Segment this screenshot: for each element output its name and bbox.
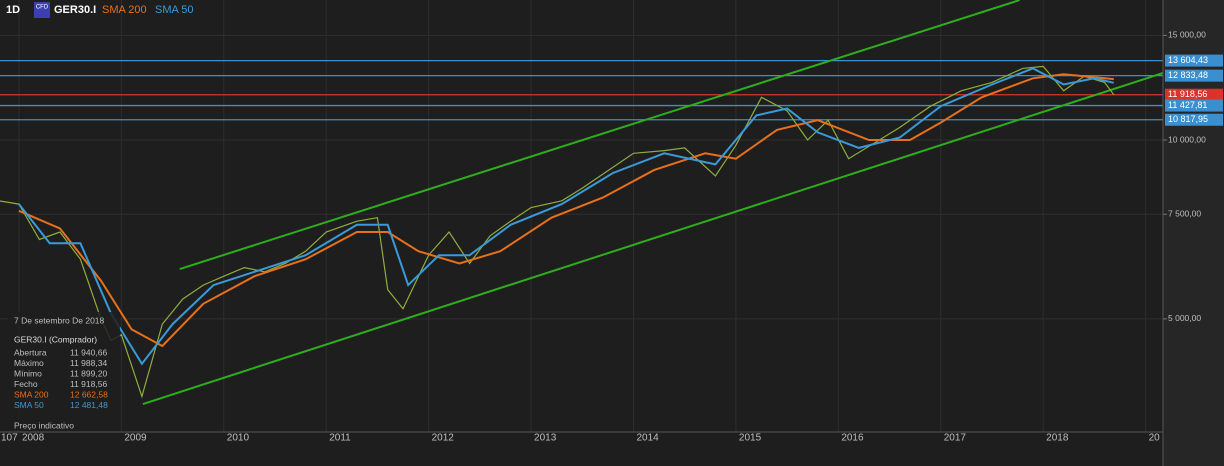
y-tick-label: 5 000,00 [1168, 313, 1201, 323]
info-label: SMA 50 [14, 400, 44, 410]
info-label: SMA 200 [14, 389, 49, 399]
level-label: 11 918,56 [1168, 89, 1207, 99]
x-tick-label: 2012 [432, 433, 455, 444]
info-panel: 7 De setembro De 2018 GER30.I (Comprador… [8, 312, 120, 430]
info-value: 11 899,20 [70, 368, 107, 378]
y-tick-label: 10 000,00 [1168, 134, 1206, 144]
info-date: 7 De setembro De 2018 [14, 315, 105, 325]
x-tick-label: 2009 [124, 433, 147, 444]
header: 1D CFD GER30.I SMA 200 SMA 50 [6, 2, 194, 18]
info-value: 11 918,56 [70, 379, 107, 389]
level-tag [1165, 88, 1223, 101]
level-tag [1165, 113, 1223, 126]
x-tick-label: 2016 [841, 433, 864, 444]
level-label: 10 817,95 [1168, 114, 1208, 124]
info-value: 11 988,34 [70, 358, 107, 368]
x-tick-label: 20 [1149, 433, 1161, 444]
interval: 1D [6, 4, 20, 16]
x-tick-label: 2015 [739, 433, 762, 444]
info-label: Máximo [14, 358, 44, 368]
x-tick-label: 2013 [534, 433, 557, 444]
info-label: Mínimo [14, 368, 42, 378]
info-label: Abertura [14, 347, 47, 357]
info-title: GER30.I (Comprador) [14, 334, 97, 344]
series-line [0, 65, 1115, 399]
info-label: Fecho [14, 379, 38, 389]
x-tick-label: 2008 [22, 433, 45, 444]
x-tick-label: 2011 [329, 433, 351, 444]
legend-sma50: SMA 50 [155, 4, 194, 16]
y-tick-label: 15 000,00 [1168, 30, 1206, 40]
badge-text: CFD [36, 5, 49, 11]
level-label: 12 833,48 [1168, 70, 1208, 80]
level-tag [1165, 99, 1223, 112]
y-tick-label: 7 500,00 [1168, 208, 1201, 218]
info-footer: Preço indicativo [14, 420, 74, 430]
level-tag [1165, 69, 1223, 82]
legend-sma200: SMA 200 [102, 4, 147, 16]
info-value: 12 481,48 [70, 400, 108, 410]
info-value: 11 940,66 [70, 347, 107, 357]
badge [34, 2, 50, 18]
channel-line [179, 0, 1020, 270]
channel-line [142, 72, 1164, 405]
info-value: 12 662,58 [70, 389, 108, 399]
x-tick-label: 2018 [1046, 433, 1069, 444]
series-line [18, 73, 1114, 348]
x-tick-label: 2010 [227, 433, 250, 444]
x-tick-label: 2014 [636, 433, 659, 444]
info-bg [8, 312, 120, 430]
level-tag [1165, 54, 1223, 67]
series-line [18, 67, 1115, 366]
level-label: 11 427,81 [1168, 100, 1207, 110]
level-label: 13 604,43 [1168, 55, 1208, 65]
x-tick-label: 107 [1, 433, 18, 444]
x-tick-label: 2017 [944, 433, 967, 444]
legend-symbol: GER30.I [54, 4, 96, 16]
